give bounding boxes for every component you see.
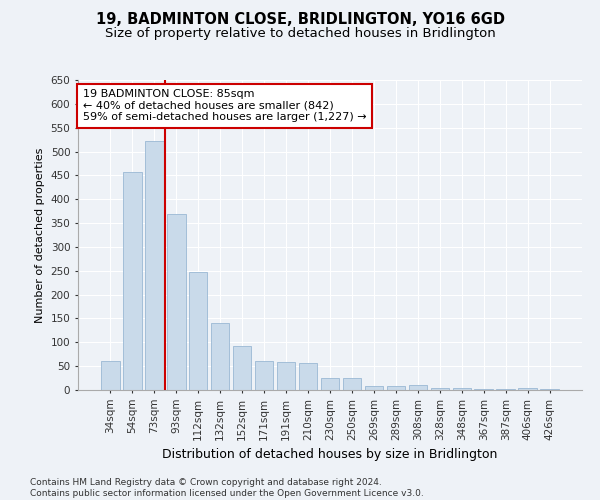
Y-axis label: Number of detached properties: Number of detached properties <box>35 148 45 322</box>
Bar <box>211 323 229 390</box>
Bar <box>145 141 164 390</box>
Bar <box>233 346 251 390</box>
Bar <box>365 386 383 390</box>
X-axis label: Distribution of detached houses by size in Bridlington: Distribution of detached houses by size … <box>163 448 497 461</box>
Text: Size of property relative to detached houses in Bridlington: Size of property relative to detached ho… <box>104 28 496 40</box>
Bar <box>431 388 449 390</box>
Bar <box>189 272 208 390</box>
Bar <box>167 214 185 390</box>
Bar <box>101 362 119 390</box>
Bar <box>386 386 405 390</box>
Bar <box>299 363 317 390</box>
Bar <box>343 378 361 390</box>
Text: 19 BADMINTON CLOSE: 85sqm
← 40% of detached houses are smaller (842)
59% of semi: 19 BADMINTON CLOSE: 85sqm ← 40% of detac… <box>83 90 367 122</box>
Bar <box>123 172 142 390</box>
Bar <box>277 362 295 390</box>
Text: Contains HM Land Registry data © Crown copyright and database right 2024.
Contai: Contains HM Land Registry data © Crown c… <box>30 478 424 498</box>
Bar <box>320 378 340 390</box>
Text: 19, BADMINTON CLOSE, BRIDLINGTON, YO16 6GD: 19, BADMINTON CLOSE, BRIDLINGTON, YO16 6… <box>95 12 505 28</box>
Bar <box>255 362 274 390</box>
Bar <box>496 389 515 390</box>
Bar <box>541 389 559 390</box>
Bar <box>518 388 537 390</box>
Bar <box>409 385 427 390</box>
Bar <box>452 388 471 390</box>
Bar <box>475 389 493 390</box>
